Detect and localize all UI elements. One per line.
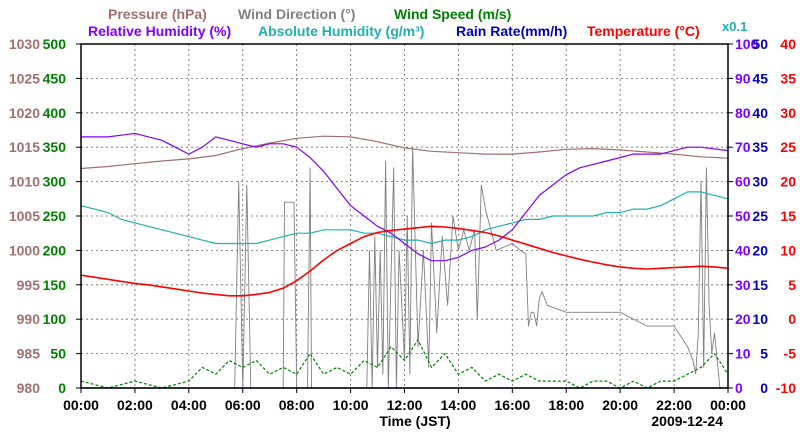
y-tick-temp: 0: [788, 311, 796, 327]
y-tick-temp: 35: [780, 70, 796, 86]
y-tick-wind_dir: 100: [43, 311, 67, 327]
y-tick-rain: 45: [752, 70, 768, 86]
y-tick-wind_dir: 350: [43, 139, 67, 155]
x-tick-label: 22:00: [656, 397, 692, 413]
legend-temperature: Temperature (°C): [587, 23, 700, 39]
y-tick-wind_dir: 300: [43, 174, 67, 190]
y-tick-rain: 30: [752, 174, 768, 190]
y-tick-rh: 10: [735, 346, 751, 362]
y-tick-temp: -5: [784, 346, 797, 362]
x-tick-label: 02:00: [117, 397, 153, 413]
y-tick-rain: 50: [752, 36, 768, 52]
y-tick-rh: 0: [735, 380, 743, 396]
x-tick-label: 16:00: [494, 397, 530, 413]
y-tick-temp: 10: [780, 242, 796, 258]
x-tick-label: 14:00: [441, 397, 477, 413]
y-tick-wind_dir: 200: [43, 242, 67, 258]
y-tick-wind_dir: 250: [43, 208, 67, 224]
x-tick-label: 12:00: [387, 397, 423, 413]
y-tick-rh: 20: [735, 311, 751, 327]
y-tick-rh: 90: [735, 70, 751, 86]
y-tick-rh: 80: [735, 105, 751, 121]
y-tick-rain: 15: [752, 277, 768, 293]
y-tick-pressure: 985: [17, 346, 41, 362]
y-tick-pressure: 1005: [9, 208, 40, 224]
x-tick-label: 20:00: [602, 397, 638, 413]
y-tick-temp: 25: [780, 139, 796, 155]
legend-scale-x01: x0.1: [722, 19, 747, 34]
y-tick-pressure: 1030: [9, 36, 40, 52]
legend-wind-speed: Wind Speed (m/s): [394, 6, 511, 22]
series-temperature-c: [80, 225, 729, 297]
y-tick-wind_dir: 0: [58, 380, 66, 396]
y-tick-rain: 5: [760, 346, 768, 362]
y-tick-temp: 30: [780, 105, 796, 121]
y-tick-wind_dir: 400: [43, 105, 67, 121]
y-tick-rh: 100: [735, 36, 759, 52]
y-tick-rain: 20: [752, 242, 768, 258]
x-axis: 00:00 02:00 04:00 06:00 08:00 10:00 12:00 14:00…: [63, 388, 746, 413]
y-tick-temp: 5: [788, 277, 796, 293]
y-tick-pressure: 1010: [9, 174, 40, 190]
series-wind-speed-m-s: [80, 339, 729, 389]
y-tick-rh: 70: [735, 139, 751, 155]
series-absolute-humidity-g-m: [80, 191, 729, 245]
y-tick-temp: 20: [780, 174, 796, 190]
grid: [81, 44, 728, 388]
x-tick-label: 18:00: [548, 397, 584, 413]
y-tick-rain: 25: [752, 208, 768, 224]
x-axis-label: Time (JST): [379, 413, 450, 429]
y-tick-rain: 0: [760, 380, 768, 396]
x-tick-label: 00:00: [63, 397, 99, 413]
y-tick-wind_dir: 450: [43, 70, 67, 86]
legend-absolute-humidity: Absolute Humidity (g/m³): [258, 23, 424, 39]
series-wind-direction: [81, 146, 728, 389]
x-tick-label: 10:00: [333, 397, 369, 413]
y-tick-wind_dir: 500: [43, 36, 67, 52]
y-tick-rh: 30: [735, 277, 751, 293]
y-axes: 1030102510201015101010051000995990985980…: [9, 36, 796, 396]
date-label: 2009-12-24: [651, 413, 723, 429]
y-tick-wind_dir: 150: [43, 277, 67, 293]
series-relative-humidity: [81, 132, 729, 262]
y-tick-rain: 40: [752, 105, 768, 121]
legend-rain-rate: Rain Rate(mm/h): [456, 23, 567, 39]
y-tick-temp: 40: [780, 36, 796, 52]
legend-wind-direction: Wind Direction (°): [238, 6, 355, 22]
y-tick-pressure: 980: [17, 380, 41, 396]
x-tick-label: 08:00: [279, 397, 315, 413]
y-tick-rain: 10: [752, 311, 768, 327]
x-tick-label: 04:00: [171, 397, 207, 413]
y-tick-pressure: 1015: [9, 139, 40, 155]
y-tick-pressure: 1000: [9, 242, 40, 258]
series-pressure-hpa: [80, 135, 729, 170]
y-tick-temp: 15: [780, 208, 796, 224]
y-tick-pressure: 1025: [9, 70, 40, 86]
x-tick-label: 00:00: [710, 397, 746, 413]
y-tick-temp: -10: [776, 380, 796, 396]
y-tick-rain: 35: [752, 139, 768, 155]
y-tick-pressure: 995: [17, 277, 41, 293]
y-tick-pressure: 1020: [9, 105, 40, 121]
y-tick-rh: 40: [735, 242, 751, 258]
legend-pressure: Pressure (hPa): [108, 6, 207, 22]
y-tick-rh: 50: [735, 208, 751, 224]
y-tick-pressure: 990: [17, 311, 41, 327]
x-tick-label: 06:00: [225, 397, 261, 413]
legend-relative-humidity: Relative Humidity (%): [88, 23, 231, 39]
y-tick-wind_dir: 50: [50, 346, 66, 362]
y-tick-rh: 60: [735, 174, 751, 190]
